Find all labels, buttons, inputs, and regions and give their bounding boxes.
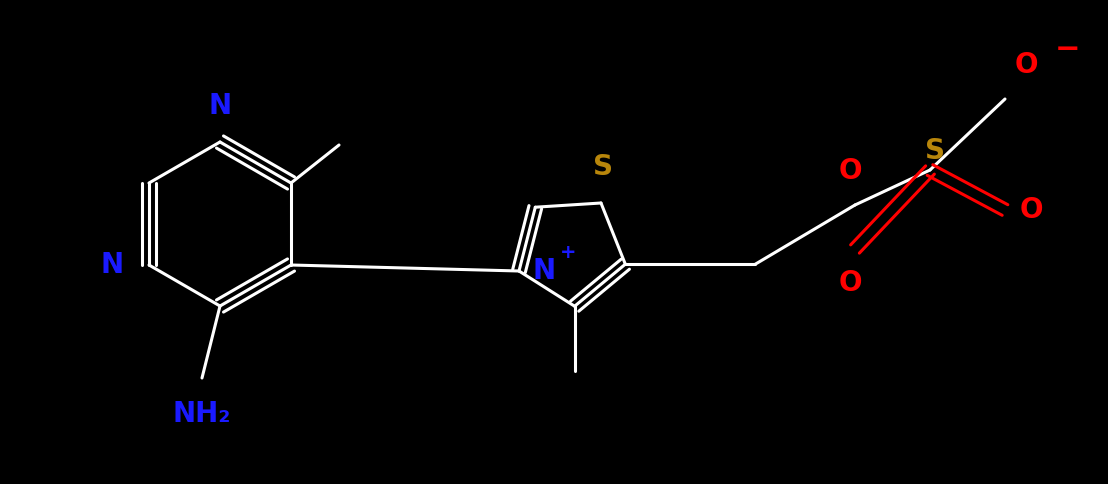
Text: NH₂: NH₂ — [173, 400, 232, 428]
Text: O: O — [839, 269, 862, 297]
Text: O: O — [839, 157, 862, 185]
Text: −: − — [1055, 35, 1080, 64]
Text: N: N — [101, 251, 124, 279]
Text: N: N — [208, 92, 232, 120]
Text: N: N — [533, 257, 556, 285]
Text: O: O — [1020, 196, 1044, 224]
Text: O: O — [1015, 51, 1038, 79]
Text: S: S — [593, 153, 613, 181]
Text: S: S — [925, 137, 945, 165]
Text: +: + — [560, 243, 576, 262]
